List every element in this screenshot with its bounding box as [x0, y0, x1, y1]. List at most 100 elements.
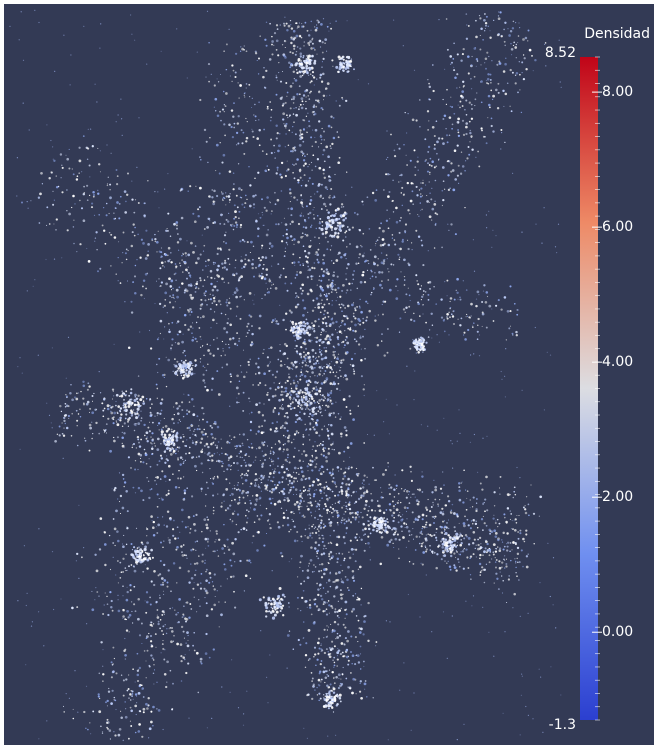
- particle: [157, 372, 158, 373]
- particle: [507, 493, 510, 496]
- particle: [134, 275, 136, 277]
- particle: [252, 267, 254, 269]
- particle: [300, 375, 301, 376]
- particle: [179, 263, 180, 264]
- particle: [244, 95, 245, 96]
- particle: [499, 549, 502, 552]
- particle: [440, 488, 442, 490]
- particle: [183, 544, 185, 546]
- particle: [233, 127, 235, 129]
- particle: [99, 698, 100, 699]
- particle: [177, 320, 179, 322]
- particle: [419, 126, 421, 128]
- particle: [137, 730, 140, 733]
- particle: [499, 523, 501, 525]
- particle: [309, 439, 310, 440]
- particle: [327, 26, 329, 28]
- particle: [153, 683, 154, 684]
- particle: [186, 409, 188, 411]
- particle: [319, 40, 322, 43]
- particle: [331, 555, 334, 558]
- particle: [147, 250, 148, 251]
- particle: [344, 315, 346, 317]
- particle: [172, 473, 174, 475]
- particle: [277, 80, 278, 81]
- particle: [340, 468, 342, 470]
- particle: [299, 512, 300, 513]
- particle: [186, 439, 187, 440]
- particle: [175, 614, 177, 616]
- particle: [294, 348, 295, 349]
- particle: [341, 290, 343, 292]
- particle: [309, 98, 311, 100]
- particle: [314, 307, 315, 308]
- particle: [393, 211, 394, 212]
- particle: [216, 370, 218, 372]
- particle: [275, 124, 277, 126]
- particle: [512, 528, 514, 530]
- particle: [283, 492, 286, 495]
- particle: [279, 350, 281, 352]
- particle: [262, 268, 264, 270]
- particle: [444, 529, 445, 530]
- particle: [411, 480, 413, 482]
- particle: [319, 489, 321, 491]
- particle: [419, 99, 420, 100]
- particle: [283, 499, 285, 501]
- particle: [399, 232, 401, 234]
- particle: [528, 514, 530, 516]
- particle: [83, 193, 85, 195]
- particle: [127, 690, 129, 692]
- particle: [63, 706, 64, 707]
- particle: [325, 405, 327, 407]
- particle: [476, 92, 477, 93]
- particle: [484, 522, 486, 524]
- particle: [149, 597, 151, 599]
- particle: [299, 257, 301, 259]
- particle: [270, 139, 272, 141]
- particle: [108, 213, 109, 214]
- particle: [63, 417, 65, 419]
- particle: [346, 267, 348, 269]
- particle: [285, 102, 287, 104]
- particle: [322, 329, 325, 332]
- particle: [391, 529, 393, 531]
- particle: [284, 125, 287, 128]
- particle: [479, 15, 480, 16]
- particle: [254, 178, 255, 179]
- particle: [473, 497, 475, 499]
- particle: [342, 478, 344, 480]
- particle: [155, 633, 157, 635]
- particle: [157, 506, 159, 508]
- particle: [134, 705, 137, 708]
- particle: [212, 482, 213, 483]
- particle: [157, 517, 158, 518]
- particle: [336, 292, 337, 293]
- particle: [353, 580, 355, 582]
- particle: [116, 420, 117, 421]
- particle: [202, 472, 203, 473]
- particle: [241, 371, 242, 372]
- particle: [131, 543, 133, 545]
- particle: [243, 392, 245, 394]
- particle: [238, 402, 239, 403]
- particle: [325, 186, 328, 189]
- particle: [316, 583, 318, 585]
- particle: [107, 185, 109, 187]
- particle: [250, 562, 251, 563]
- particle: [352, 570, 355, 573]
- particle: [301, 408, 304, 411]
- particle: [152, 706, 155, 709]
- particle: [470, 578, 472, 580]
- particle: [431, 220, 432, 221]
- particle: [210, 478, 211, 479]
- particle: [417, 157, 418, 158]
- particle: [325, 456, 328, 459]
- particle: [303, 165, 305, 167]
- particle: [203, 245, 205, 247]
- particle: [259, 35, 261, 37]
- particle: [300, 583, 302, 585]
- particle: [142, 285, 144, 287]
- particle: [321, 332, 322, 333]
- particle: [296, 432, 297, 433]
